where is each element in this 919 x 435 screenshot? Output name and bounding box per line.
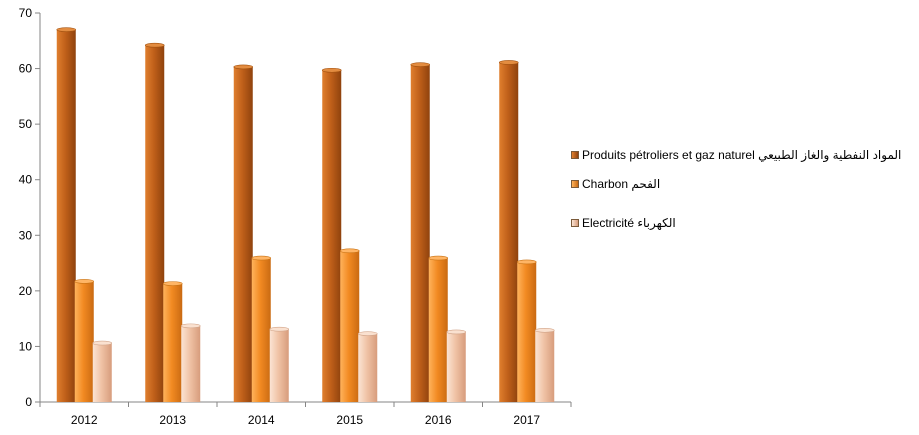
bar-cap [339, 248, 360, 254]
legend-item-petroleum: Produits pétroliers et gaz naturel الموا… [571, 148, 916, 163]
bar-cap [534, 328, 555, 333]
bar-petroleum-2017 [498, 60, 519, 403]
bar-charbon-2012 [74, 279, 95, 402]
y-tick-label-40: 40 [19, 173, 33, 187]
bar-body [74, 281, 94, 402]
bar-charbon-2017 [516, 259, 537, 402]
bar-petroleum-2014 [233, 64, 254, 402]
y-tick-label-70: 70 [19, 6, 33, 20]
bar-body [340, 250, 360, 402]
bar-petroleum-2015 [321, 67, 342, 402]
y-tick-label-50: 50 [19, 117, 33, 131]
bar-body [410, 64, 430, 402]
bar-cap [516, 259, 537, 265]
bar-cap [357, 331, 378, 336]
x-tick-label-2014: 2014 [248, 413, 275, 427]
legend-swatch-petroleum [571, 151, 579, 159]
bar-body [499, 62, 519, 403]
bar-body [269, 329, 289, 402]
bar-petroleum-2013 [144, 42, 165, 402]
legend-swatch-charbon [571, 180, 579, 188]
bar-body [251, 258, 271, 402]
bar-electricite-2016 [446, 329, 467, 402]
bar-cap [92, 340, 113, 346]
bar-cap [144, 42, 165, 48]
bar-body [535, 330, 555, 402]
legend-label-petroleum: Produits pétroliers et gaz naturel الموا… [582, 148, 902, 162]
bar-electricite-2017 [534, 328, 555, 402]
bar-cap [56, 27, 77, 32]
bar-body [428, 258, 448, 402]
bar-cap [74, 279, 95, 284]
legend-item-charbon: Charbon الفحم [571, 177, 916, 192]
bar-charbon-2014 [251, 255, 272, 402]
y-tick-label-0: 0 [25, 395, 32, 409]
bar-cap [162, 281, 183, 286]
x-tick-label-2012: 2012 [71, 413, 98, 427]
legend-item-electricite: Electricité الكهرباء [571, 216, 916, 231]
bar-body [358, 333, 378, 402]
bar-body [56, 29, 76, 403]
legend: Produits pétroliers et gaz naturel الموا… [571, 148, 916, 230]
bar-cap [428, 255, 449, 261]
y-tick-label-60: 60 [19, 62, 33, 76]
legend-label-charbon: Charbon الفحم [582, 177, 661, 191]
bar-cap [410, 62, 431, 67]
y-tick-label-20: 20 [19, 284, 33, 298]
bar-body [446, 331, 466, 402]
bar-body [92, 343, 112, 402]
bar-electricite-2014 [269, 326, 290, 402]
bar-cap [180, 323, 201, 329]
bar-charbon-2013 [162, 281, 183, 402]
bar-cap [233, 64, 254, 70]
y-tick-label-30: 30 [19, 228, 33, 242]
bar-cap [498, 60, 519, 65]
bar-charbon-2016 [428, 255, 449, 402]
bar-petroleum-2012 [56, 27, 77, 403]
bar-petroleum-2016 [410, 62, 431, 402]
bar-cap [269, 326, 290, 332]
bar-body [145, 45, 165, 402]
legend-swatch-electricite [571, 219, 579, 227]
bar-body [181, 325, 201, 402]
x-tick-label-2015: 2015 [336, 413, 363, 427]
legend-label-electricite: Electricité الكهرباء [582, 216, 676, 230]
bar-electricite-2012 [92, 340, 113, 402]
bar-body [163, 283, 183, 402]
x-tick-label-2016: 2016 [425, 413, 452, 427]
bar-cap [446, 329, 467, 335]
bar-body [322, 70, 342, 402]
bar-electricite-2013 [180, 323, 201, 402]
bar-cap [251, 255, 272, 261]
y-tick-label-10: 10 [19, 339, 33, 353]
bar-charbon-2015 [339, 248, 360, 402]
bar-electricite-2015 [357, 331, 378, 402]
bar-cap [321, 67, 342, 73]
bar-body [517, 261, 537, 402]
x-tick-label-2013: 2013 [159, 413, 186, 427]
bar-body [233, 66, 253, 402]
x-tick-label-2017: 2017 [513, 413, 540, 427]
